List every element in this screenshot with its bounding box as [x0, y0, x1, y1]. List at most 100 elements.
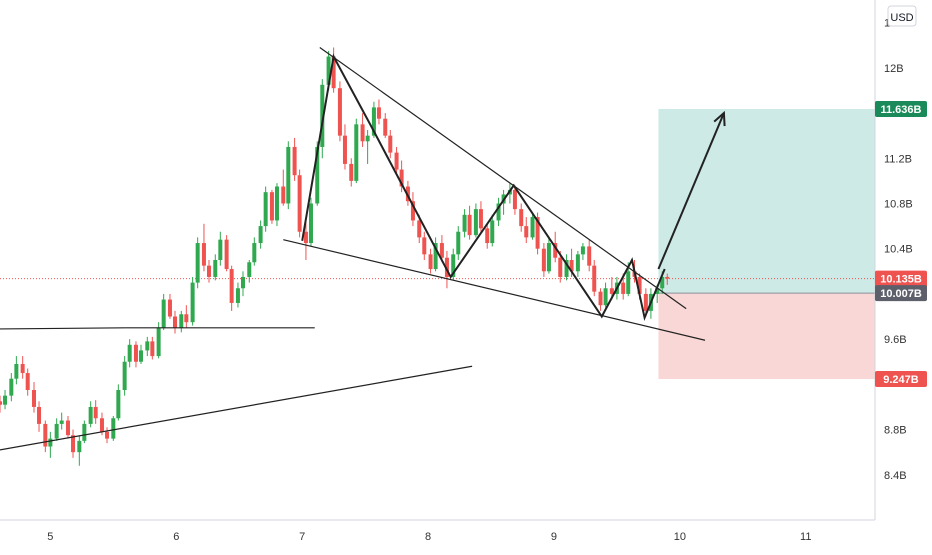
candle[interactable]	[376, 99, 381, 125]
candle[interactable]	[127, 339, 132, 368]
candle[interactable]	[20, 356, 25, 379]
candle[interactable]	[308, 197, 313, 247]
candle[interactable]	[297, 169, 302, 238]
candle[interactable]	[383, 113, 388, 138]
candle[interactable]	[116, 384, 121, 421]
candle[interactable]	[292, 137, 297, 181]
candle[interactable]	[14, 356, 19, 385]
candle[interactable]	[269, 189, 274, 224]
candle[interactable]	[485, 223, 490, 249]
candle[interactable]	[184, 305, 189, 328]
candle[interactable]	[360, 113, 365, 147]
projection-arrow[interactable]	[657, 112, 725, 270]
trendline[interactable]	[319, 46, 687, 310]
candle[interactable]	[541, 243, 546, 277]
trendline[interactable]	[0, 327, 126, 330]
candle[interactable]	[71, 429, 76, 458]
candle[interactable]	[43, 420, 48, 453]
candle[interactable]	[218, 231, 223, 266]
candle[interactable]	[478, 201, 483, 232]
candle[interactable]	[365, 130, 370, 164]
candle[interactable]	[235, 282, 240, 308]
candle[interactable]	[77, 435, 82, 466]
candle[interactable]	[512, 185, 517, 215]
candle[interactable]	[37, 401, 42, 432]
candle[interactable]	[394, 146, 399, 176]
candle[interactable]	[139, 344, 144, 364]
candle[interactable]	[111, 416, 116, 441]
candle[interactable]	[133, 341, 138, 368]
candle[interactable]	[303, 220, 308, 260]
candle[interactable]	[473, 203, 478, 238]
candle[interactable]	[247, 260, 252, 283]
candle[interactable]	[258, 220, 263, 249]
candle[interactable]	[354, 118, 359, 184]
candle[interactable]	[598, 288, 603, 311]
candle[interactable]	[240, 271, 245, 297]
candle[interactable]	[462, 209, 467, 238]
candle[interactable]	[410, 192, 415, 227]
candle[interactable]	[48, 431, 53, 458]
candle[interactable]	[65, 416, 70, 439]
candle[interactable]	[575, 250, 580, 277]
candle[interactable]	[9, 373, 14, 402]
candle[interactable]	[349, 158, 354, 187]
candle[interactable]	[3, 390, 8, 410]
candle[interactable]	[88, 401, 93, 428]
candle[interactable]	[496, 197, 501, 227]
candle[interactable]	[105, 427, 110, 444]
candle[interactable]	[592, 260, 597, 297]
candle[interactable]	[388, 130, 393, 159]
stop-price-tag[interactable]: 9.247B	[875, 371, 927, 388]
candle[interactable]	[263, 186, 268, 232]
target-zone[interactable]	[658, 108, 875, 294]
candle[interactable]	[229, 265, 234, 311]
candle[interactable]	[206, 260, 211, 283]
candle[interactable]	[82, 420, 87, 444]
candle[interactable]	[59, 412, 64, 430]
candle[interactable]	[433, 237, 438, 272]
candle[interactable]	[643, 288, 648, 317]
candle[interactable]	[603, 282, 608, 308]
candle[interactable]	[145, 336, 150, 357]
candle[interactable]	[173, 310, 177, 334]
candle[interactable]	[252, 237, 257, 266]
trendline[interactable]	[283, 239, 706, 341]
candle[interactable]	[580, 243, 585, 260]
candle[interactable]	[456, 226, 461, 260]
candle[interactable]	[467, 205, 472, 240]
candle[interactable]	[93, 400, 98, 424]
wave-pattern-path[interactable]	[301, 53, 666, 322]
candle[interactable]	[190, 276, 195, 326]
candle[interactable]	[587, 239, 592, 272]
currency-badge[interactable]: USD	[887, 5, 917, 27]
candle[interactable]	[399, 160, 404, 193]
stop-zone[interactable]	[658, 293, 875, 380]
candle[interactable]	[274, 183, 279, 227]
candle[interactable]	[665, 273, 670, 285]
candle[interactable]	[213, 254, 218, 281]
candle[interactable]	[337, 81, 342, 142]
candle[interactable]	[417, 214, 422, 244]
candle[interactable]	[161, 293, 166, 331]
candle[interactable]	[122, 356, 127, 396]
candle[interactable]	[54, 418, 59, 441]
candle[interactable]	[530, 212, 535, 240]
candle[interactable]	[428, 248, 433, 274]
candle[interactable]	[281, 169, 286, 206]
candle[interactable]	[167, 293, 172, 319]
entry-price-tag[interactable]: 10.007B	[875, 285, 927, 302]
candle[interactable]	[342, 124, 347, 170]
candle[interactable]	[25, 368, 30, 396]
candle[interactable]	[564, 254, 569, 281]
candle[interactable]	[490, 214, 495, 247]
candle[interactable]	[150, 336, 155, 360]
target-price-tag[interactable]: 11.636B	[875, 100, 927, 117]
candle[interactable]	[286, 141, 291, 210]
candle[interactable]	[439, 235, 444, 263]
candle[interactable]	[31, 382, 36, 413]
candle[interactable]	[524, 217, 529, 244]
trendline[interactable]	[0, 365, 473, 451]
candle[interactable]	[546, 237, 551, 274]
